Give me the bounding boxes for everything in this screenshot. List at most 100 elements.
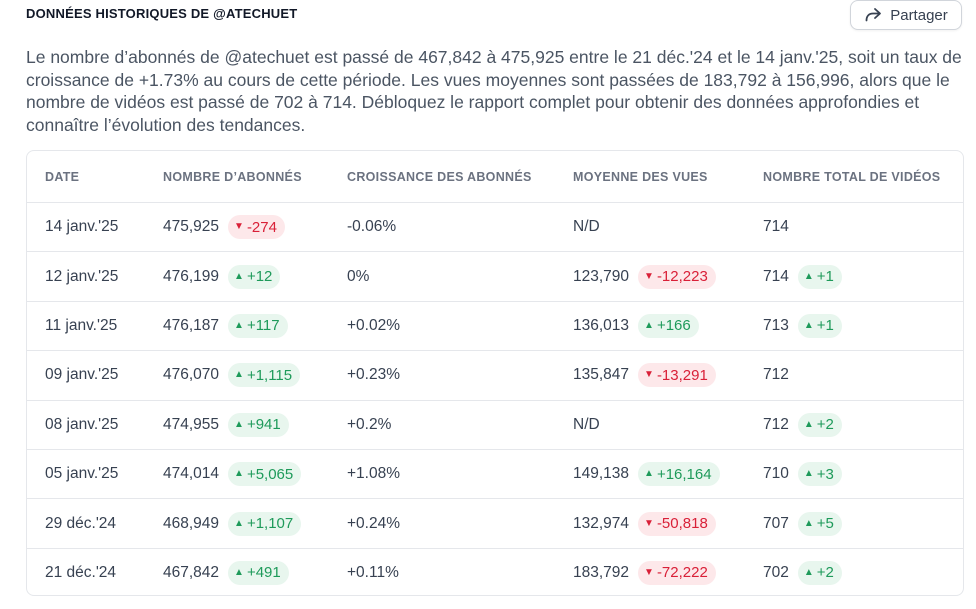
arrow-up-icon: ▲ xyxy=(234,566,244,578)
videos-cell: 714 xyxy=(763,203,789,251)
table-row: 29 déc.'24 468,949 ▲ +1,107 +0.24% 132,974 ▼ -5… xyxy=(27,498,963,547)
views-delta-badge: ▲ +16,164 xyxy=(638,462,720,487)
arrow-down-icon: ▼ xyxy=(234,221,244,233)
videos-value: 713 xyxy=(763,316,789,334)
videos-delta-badge: ▲ +1 xyxy=(797,313,842,338)
videos-cell: 710 ▲ +3 xyxy=(763,450,842,498)
subscribers-delta-badge: ▲ +491 xyxy=(228,560,289,585)
subscribers-cell: 475,925 ▼ -274 xyxy=(163,203,285,251)
date-value: 14 janv.'25 xyxy=(45,218,119,236)
views-delta-badge-value: +166 xyxy=(656,317,691,335)
views-cell: N/D xyxy=(573,203,600,251)
subscribers-value: 474,014 xyxy=(163,465,220,483)
views-cell: 136,013 ▲ +166 xyxy=(573,302,699,350)
arrow-up-icon: ▲ xyxy=(803,468,814,480)
table-row: 21 déc.'24 467,842 ▲ +491 +0.11% 183,792 ▼ -72,… xyxy=(27,547,963,595)
videos-value: 712 xyxy=(763,415,789,433)
views-value: 123,790 xyxy=(573,267,630,285)
views-delta-badge: ▼ -72,222 xyxy=(638,560,716,585)
videos-delta-badge-value: +2 xyxy=(816,416,834,434)
date-cell: 12 janv.'25 xyxy=(45,252,118,300)
arrow-up-icon: ▲ xyxy=(234,517,244,529)
subscribers-value: 476,187 xyxy=(163,316,220,334)
subscribers-delta-badge-value: -274 xyxy=(246,218,277,236)
subscribers-value: 475,925 xyxy=(163,218,220,236)
subscribers-cell: 474,014 ▲ +5,065 xyxy=(163,450,302,498)
date-cell: 29 déc.'24 xyxy=(45,499,116,547)
views-value: 183,792 xyxy=(573,563,630,581)
growth-cell: +1.08% xyxy=(347,450,400,498)
share-arrow-icon xyxy=(864,7,882,23)
date-cell: 21 déc.'24 xyxy=(45,549,116,595)
videos-value: 714 xyxy=(763,267,789,285)
views-delta-badge: ▼ -13,291 xyxy=(638,363,716,388)
views-delta-badge: ▼ -12,223 xyxy=(638,264,716,289)
subscribers-delta-badge-value: +491 xyxy=(246,564,281,582)
views-delta-badge-value: +16,164 xyxy=(656,465,712,483)
videos-delta-badge: ▲ +1 xyxy=(797,264,842,289)
views-cell: 123,790 ▼ -12,223 xyxy=(573,252,716,300)
videos-delta-badge: ▲ +2 xyxy=(797,560,842,585)
videos-delta-badge: ▲ +3 xyxy=(797,462,842,487)
subscribers-delta-badge-value: +12 xyxy=(246,268,273,286)
growth-cell: +0.11% xyxy=(347,549,399,595)
arrow-up-icon: ▲ xyxy=(234,319,244,331)
videos-cell: 712 ▲ +2 xyxy=(763,401,842,449)
date-cell: 08 janv.'25 xyxy=(45,401,118,449)
views-value: N/D xyxy=(573,415,600,433)
views-delta-badge-value: -13,291 xyxy=(656,366,708,384)
videos-value: 710 xyxy=(763,465,789,483)
videos-delta-badge: ▲ +5 xyxy=(797,511,842,536)
date-value: 12 janv.'25 xyxy=(45,267,119,285)
videos-cell: 714 ▲ +1 xyxy=(763,252,842,300)
date-value: 08 janv.'25 xyxy=(45,415,119,433)
table-row: 11 janv.'25 476,187 ▲ +117 +0.02% 136,013 ▲ +16… xyxy=(27,300,963,350)
arrow-up-icon: ▲ xyxy=(803,319,814,331)
subscribers-delta-badge-value: +117 xyxy=(246,317,280,335)
views-value: N/D xyxy=(573,218,600,236)
videos-delta-badge-value: +3 xyxy=(816,465,834,483)
subscribers-cell: 468,949 ▲ +1,107 xyxy=(163,499,302,547)
subscribers-delta-badge: ▼ -274 xyxy=(228,215,285,240)
growth-cell: +0.02% xyxy=(347,302,400,350)
arrow-down-icon: ▼ xyxy=(644,566,654,578)
videos-cell: 712 xyxy=(763,351,789,399)
growth-value: 0% xyxy=(347,267,370,285)
column-header-subscriber-growth: CROISSANCE DES ABONNÉS xyxy=(347,169,532,184)
summary-text: Le nombre d’abonnés de @atechuet est pas… xyxy=(26,47,962,135)
history-table: DATE NOMBRE D’ABONNÉS CROISSANCE DES ABO… xyxy=(26,150,964,596)
arrow-up-icon: ▲ xyxy=(234,369,244,381)
growth-value: +0.02% xyxy=(347,316,401,334)
growth-cell: -0.06% xyxy=(347,203,396,251)
arrow-up-icon: ▲ xyxy=(803,566,814,578)
arrow-up-icon: ▲ xyxy=(803,418,814,430)
arrow-up-icon: ▲ xyxy=(234,270,244,282)
arrow-up-icon: ▲ xyxy=(644,468,654,480)
subscribers-cell: 476,187 ▲ +117 xyxy=(163,302,288,350)
growth-cell: +0.23% xyxy=(347,351,400,399)
subscribers-delta-badge: ▲ +1,115 xyxy=(228,363,301,388)
subscribers-delta-badge: ▲ +5,065 xyxy=(228,462,302,487)
share-button-label: Partager xyxy=(890,6,948,24)
table-header-row: DATE NOMBRE D’ABONNÉS CROISSANCE DES ABO… xyxy=(27,151,963,202)
subscribers-delta-badge: ▲ +941 xyxy=(228,412,289,437)
videos-delta-badge-value: +2 xyxy=(816,564,834,582)
subscribers-value: 468,949 xyxy=(163,514,220,532)
subscribers-value: 474,955 xyxy=(163,415,220,433)
subscribers-delta-badge-value: +5,065 xyxy=(246,465,294,483)
arrow-down-icon: ▼ xyxy=(644,270,654,282)
arrow-up-icon: ▲ xyxy=(644,319,654,331)
share-button[interactable]: Partager xyxy=(850,0,962,30)
subscribers-cell: 474,955 ▲ +941 xyxy=(163,401,289,449)
videos-value: 702 xyxy=(763,563,789,581)
views-cell: N/D xyxy=(573,401,600,449)
growth-cell: +0.24% xyxy=(347,499,400,547)
arrow-down-icon: ▼ xyxy=(644,517,654,529)
videos-cell: 707 ▲ +5 xyxy=(763,499,842,547)
videos-value: 714 xyxy=(763,218,789,236)
table-row: 14 janv.'25 475,925 ▼ -274 -0.06% N/D 714 xyxy=(27,202,963,251)
views-value: 136,013 xyxy=(573,316,630,334)
date-value: 29 déc.'24 xyxy=(45,514,117,532)
videos-value: 712 xyxy=(763,366,789,384)
views-delta-badge-value: -72,222 xyxy=(656,564,708,582)
